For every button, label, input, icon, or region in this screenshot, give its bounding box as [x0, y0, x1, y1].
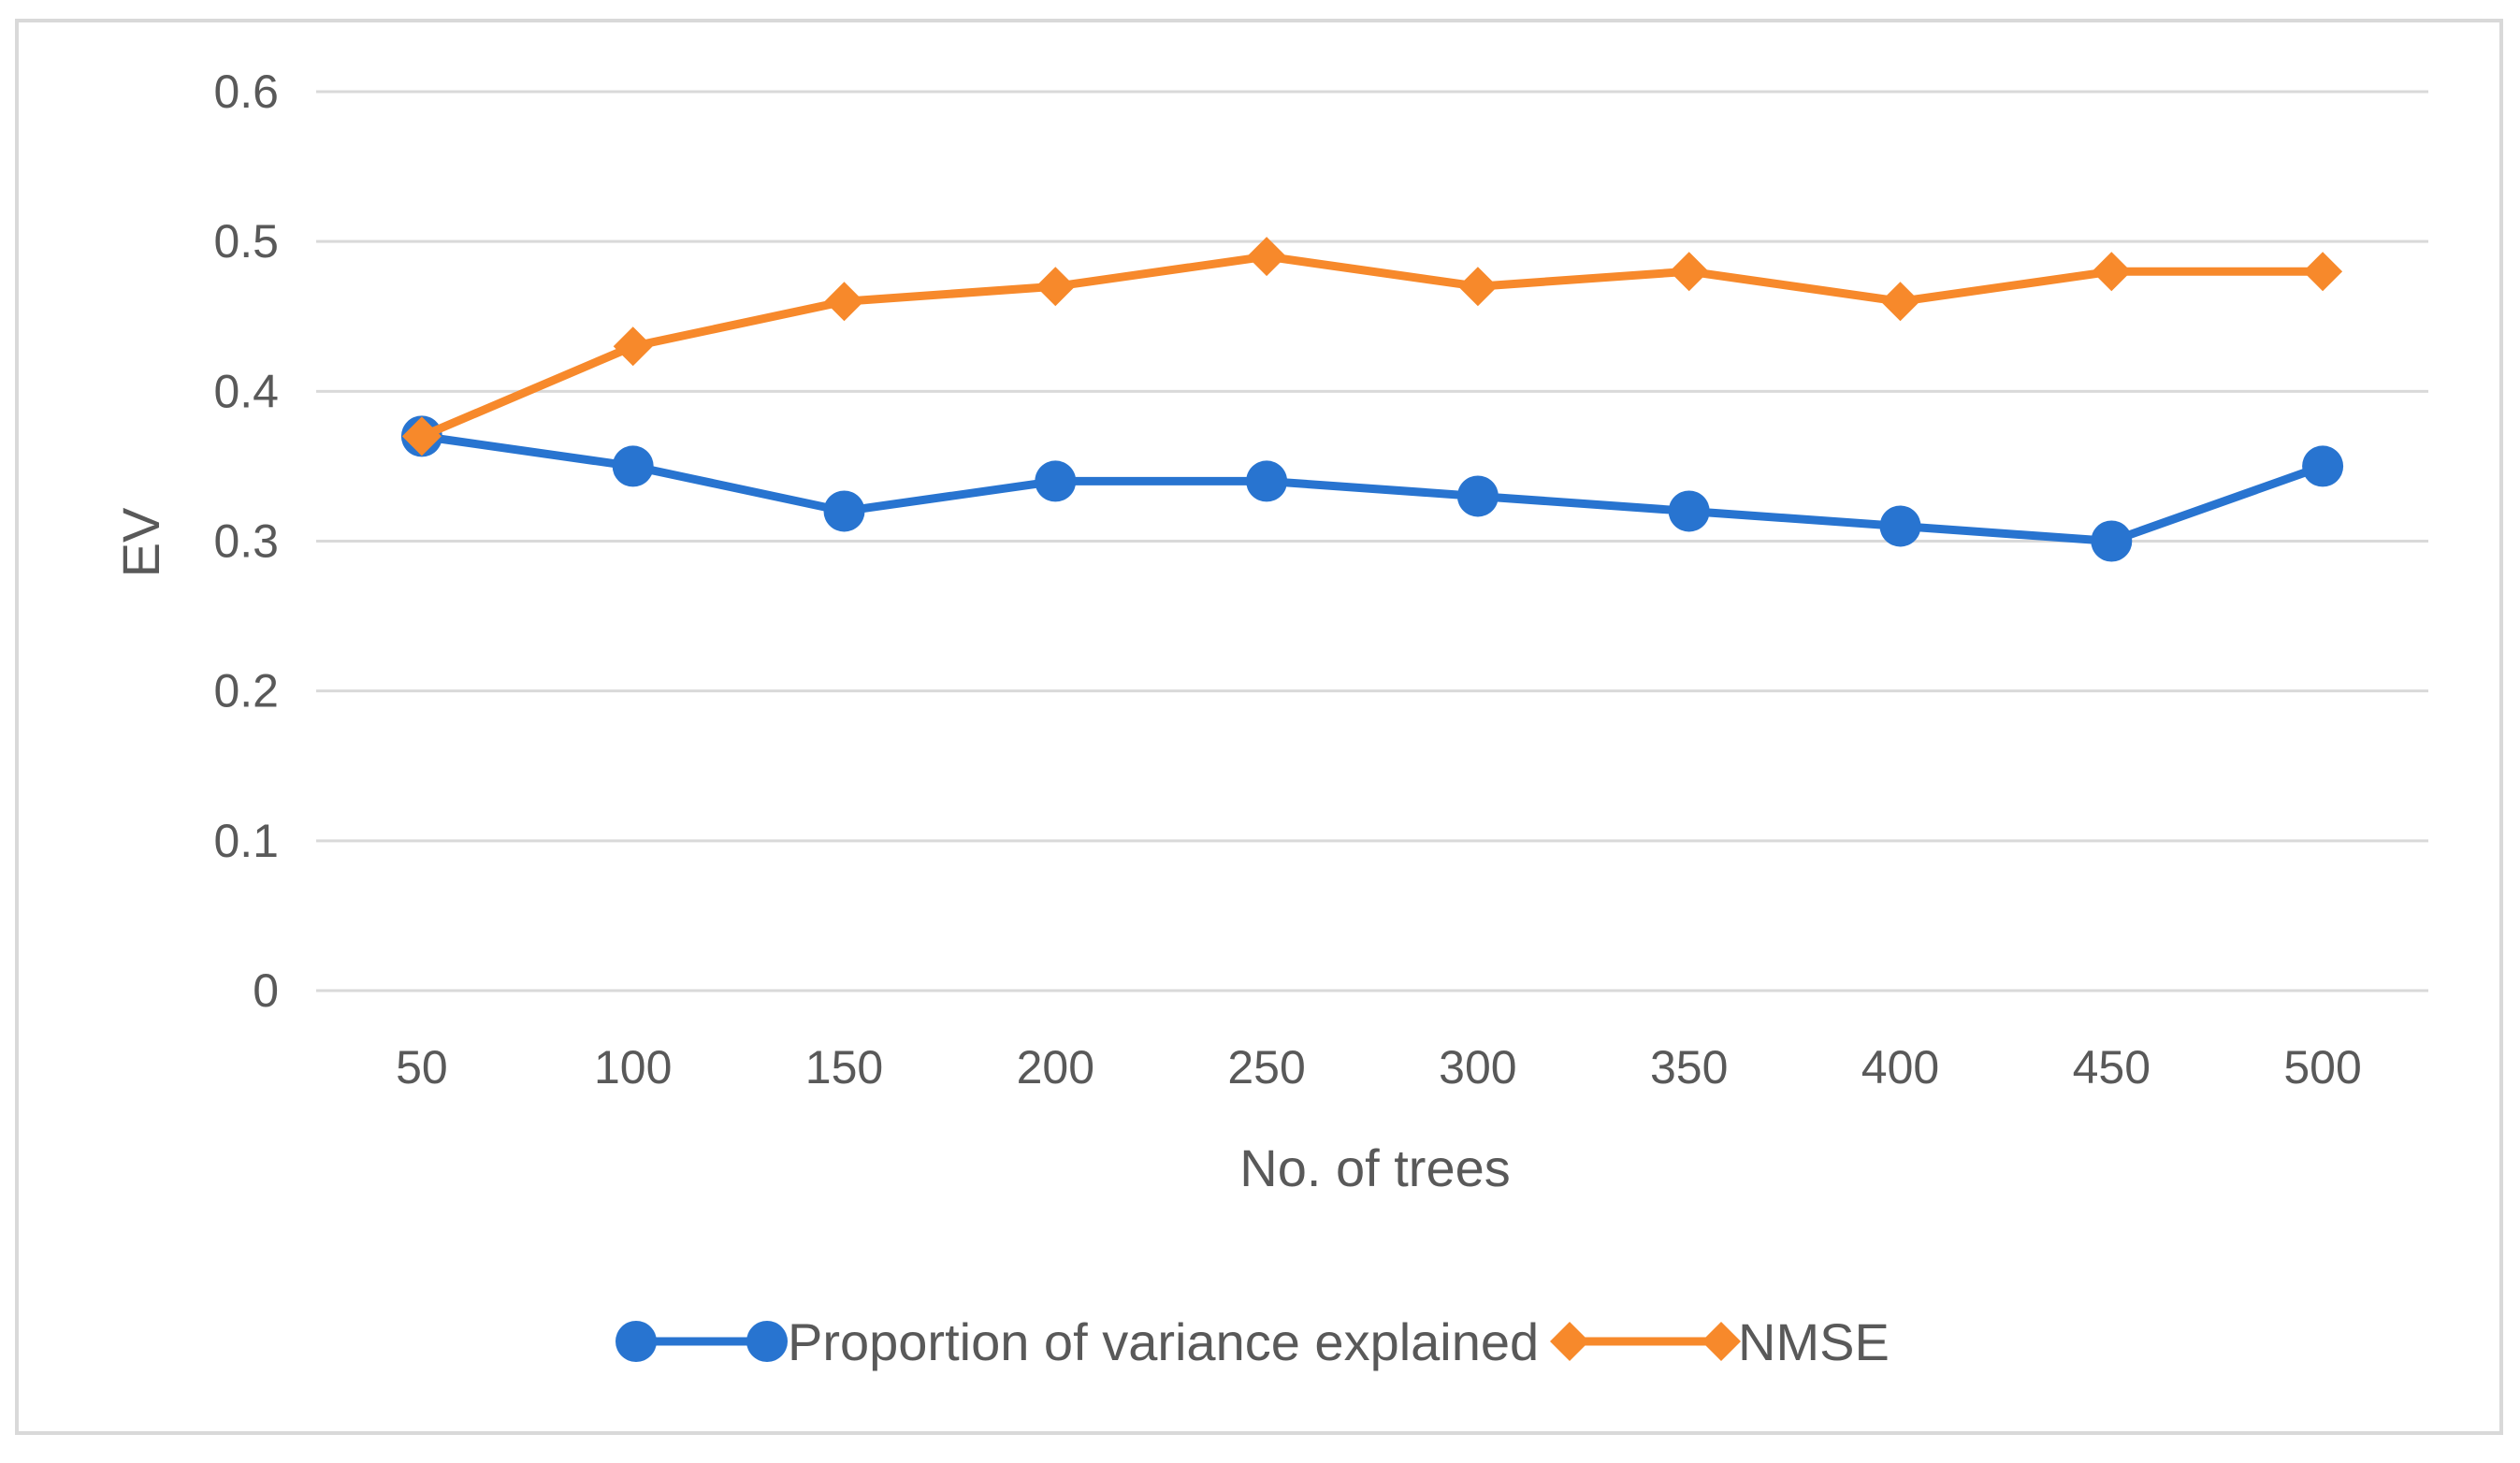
data-point [1035, 460, 1077, 502]
data-point [612, 445, 654, 487]
y-tick-label: 0.6 [213, 65, 279, 118]
legend-marker [616, 1321, 657, 1362]
y-tick-label: 0.2 [213, 665, 279, 717]
x-axis-tick-labels: 50 100 150 200 250 300 350 400 450 500 [396, 1041, 2362, 1094]
legend-marker [1550, 1322, 1589, 1361]
y-tick-label: 0.4 [213, 365, 279, 417]
data-point [824, 282, 864, 322]
legend-item: NMSE [1550, 1312, 1890, 1371]
legend-marker [1702, 1322, 1741, 1361]
data-point [401, 416, 442, 456]
data-point [823, 490, 865, 532]
data-point [1036, 267, 1076, 307]
data-point [1246, 460, 1288, 502]
data-point [2302, 445, 2344, 487]
series-1 [400, 415, 2344, 562]
x-tick-label: 100 [594, 1041, 672, 1094]
series-line [417, 252, 2327, 441]
series-2 [401, 237, 2343, 456]
y-tick-label: 0 [253, 964, 279, 1017]
legend-item: Proportion of variance explained [616, 1312, 1539, 1371]
data-point [1880, 282, 1920, 322]
x-tick-label: 150 [805, 1041, 883, 1094]
y-tick-label: 0.5 [213, 215, 279, 268]
x-tick-label: 250 [1227, 1041, 1305, 1094]
data-point [1668, 490, 1710, 532]
data-point [613, 326, 653, 367]
data-point [1456, 475, 1499, 517]
data-point [1879, 505, 1921, 547]
gridlines [316, 90, 2428, 992]
legend-label: Proportion of variance explained [788, 1312, 1539, 1371]
y-tick-label: 0.1 [213, 815, 279, 867]
x-tick-label: 50 [396, 1041, 448, 1094]
x-tick-label: 400 [1861, 1041, 1939, 1094]
data-point [2091, 520, 2133, 562]
x-axis-title: No. of trees [1239, 1138, 1510, 1197]
x-tick-label: 300 [1439, 1041, 1516, 1094]
x-tick-label: 350 [1650, 1041, 1728, 1094]
legend-label: NMSE [1738, 1312, 1890, 1371]
legend-marker [746, 1321, 788, 1362]
y-axis-title: EV [111, 507, 170, 577]
series-lines [400, 237, 2344, 562]
data-point [2092, 252, 2132, 292]
x-tick-label: 450 [2073, 1041, 2151, 1094]
y-axis-tick-labels: 0 0.1 0.2 0.3 0.4 0.5 0.6 [213, 65, 279, 1017]
data-point [1457, 267, 1498, 307]
data-point [2303, 252, 2343, 292]
chart-border [15, 19, 2503, 1435]
data-point [1247, 237, 1287, 277]
x-tick-label: 500 [2283, 1041, 2361, 1094]
legend: Proportion of variance explained NMSE [616, 1312, 1890, 1371]
data-point [1669, 252, 1709, 292]
y-tick-label: 0.3 [213, 515, 279, 568]
x-tick-label: 200 [1017, 1041, 1094, 1094]
series-line [417, 431, 2327, 545]
